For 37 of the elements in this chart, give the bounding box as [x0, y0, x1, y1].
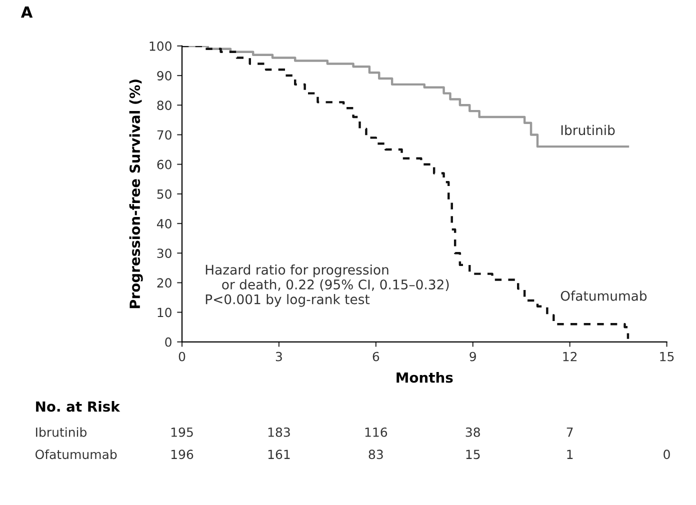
series-label: Ofatumumab	[560, 290, 647, 301]
text: 1	[567, 450, 573, 459]
y-tick-label: 0	[165, 337, 172, 347]
y-tick-label: 80	[157, 100, 172, 110]
text: 116	[365, 427, 388, 437]
x-tick-label: 15	[660, 352, 674, 362]
text: 7	[566, 428, 573, 437]
x-axis-title: Months	[396, 372, 453, 383]
y-tick-label: 50	[157, 189, 172, 199]
y-tick-label: 30	[157, 248, 172, 258]
text: No. at Risk	[36, 401, 120, 412]
x-tick-label: 3	[276, 352, 282, 362]
text: 195	[171, 427, 193, 437]
x-tick-label: 12	[563, 352, 577, 362]
text: 15	[466, 450, 480, 460]
annotation: Hazard ratio for progression or death, 0.22 (95% CI, 0.15–0.32) P<0.001 by log-rank test	[206, 264, 449, 307]
text: 83	[368, 450, 383, 460]
text: Ofatumumab	[36, 449, 117, 460]
text: 38	[466, 427, 480, 437]
y-tick-label: 40	[156, 218, 172, 228]
y-axis-title: Progression-free Survival (%)	[129, 80, 143, 308]
y-tick-label: 70	[157, 130, 172, 140]
y-tick-label: 20	[157, 278, 172, 288]
x-tick-label: 9	[470, 352, 476, 362]
text: Ibrutinib	[36, 427, 87, 437]
text: 0	[664, 450, 670, 460]
y-tick-label: 10	[158, 308, 172, 318]
y-tick-label: 60	[157, 160, 172, 170]
y-tick-label: 100	[150, 41, 172, 51]
text: 183	[268, 427, 290, 437]
text: A	[20, 6, 33, 18]
x-tick-label: 0	[178, 352, 186, 362]
text: 161	[268, 450, 290, 460]
text: 196	[171, 450, 194, 460]
x-tick-label: 6	[372, 352, 380, 362]
series-label: Ibrutinib	[561, 124, 615, 136]
y-tick-label: 90	[157, 71, 172, 80]
